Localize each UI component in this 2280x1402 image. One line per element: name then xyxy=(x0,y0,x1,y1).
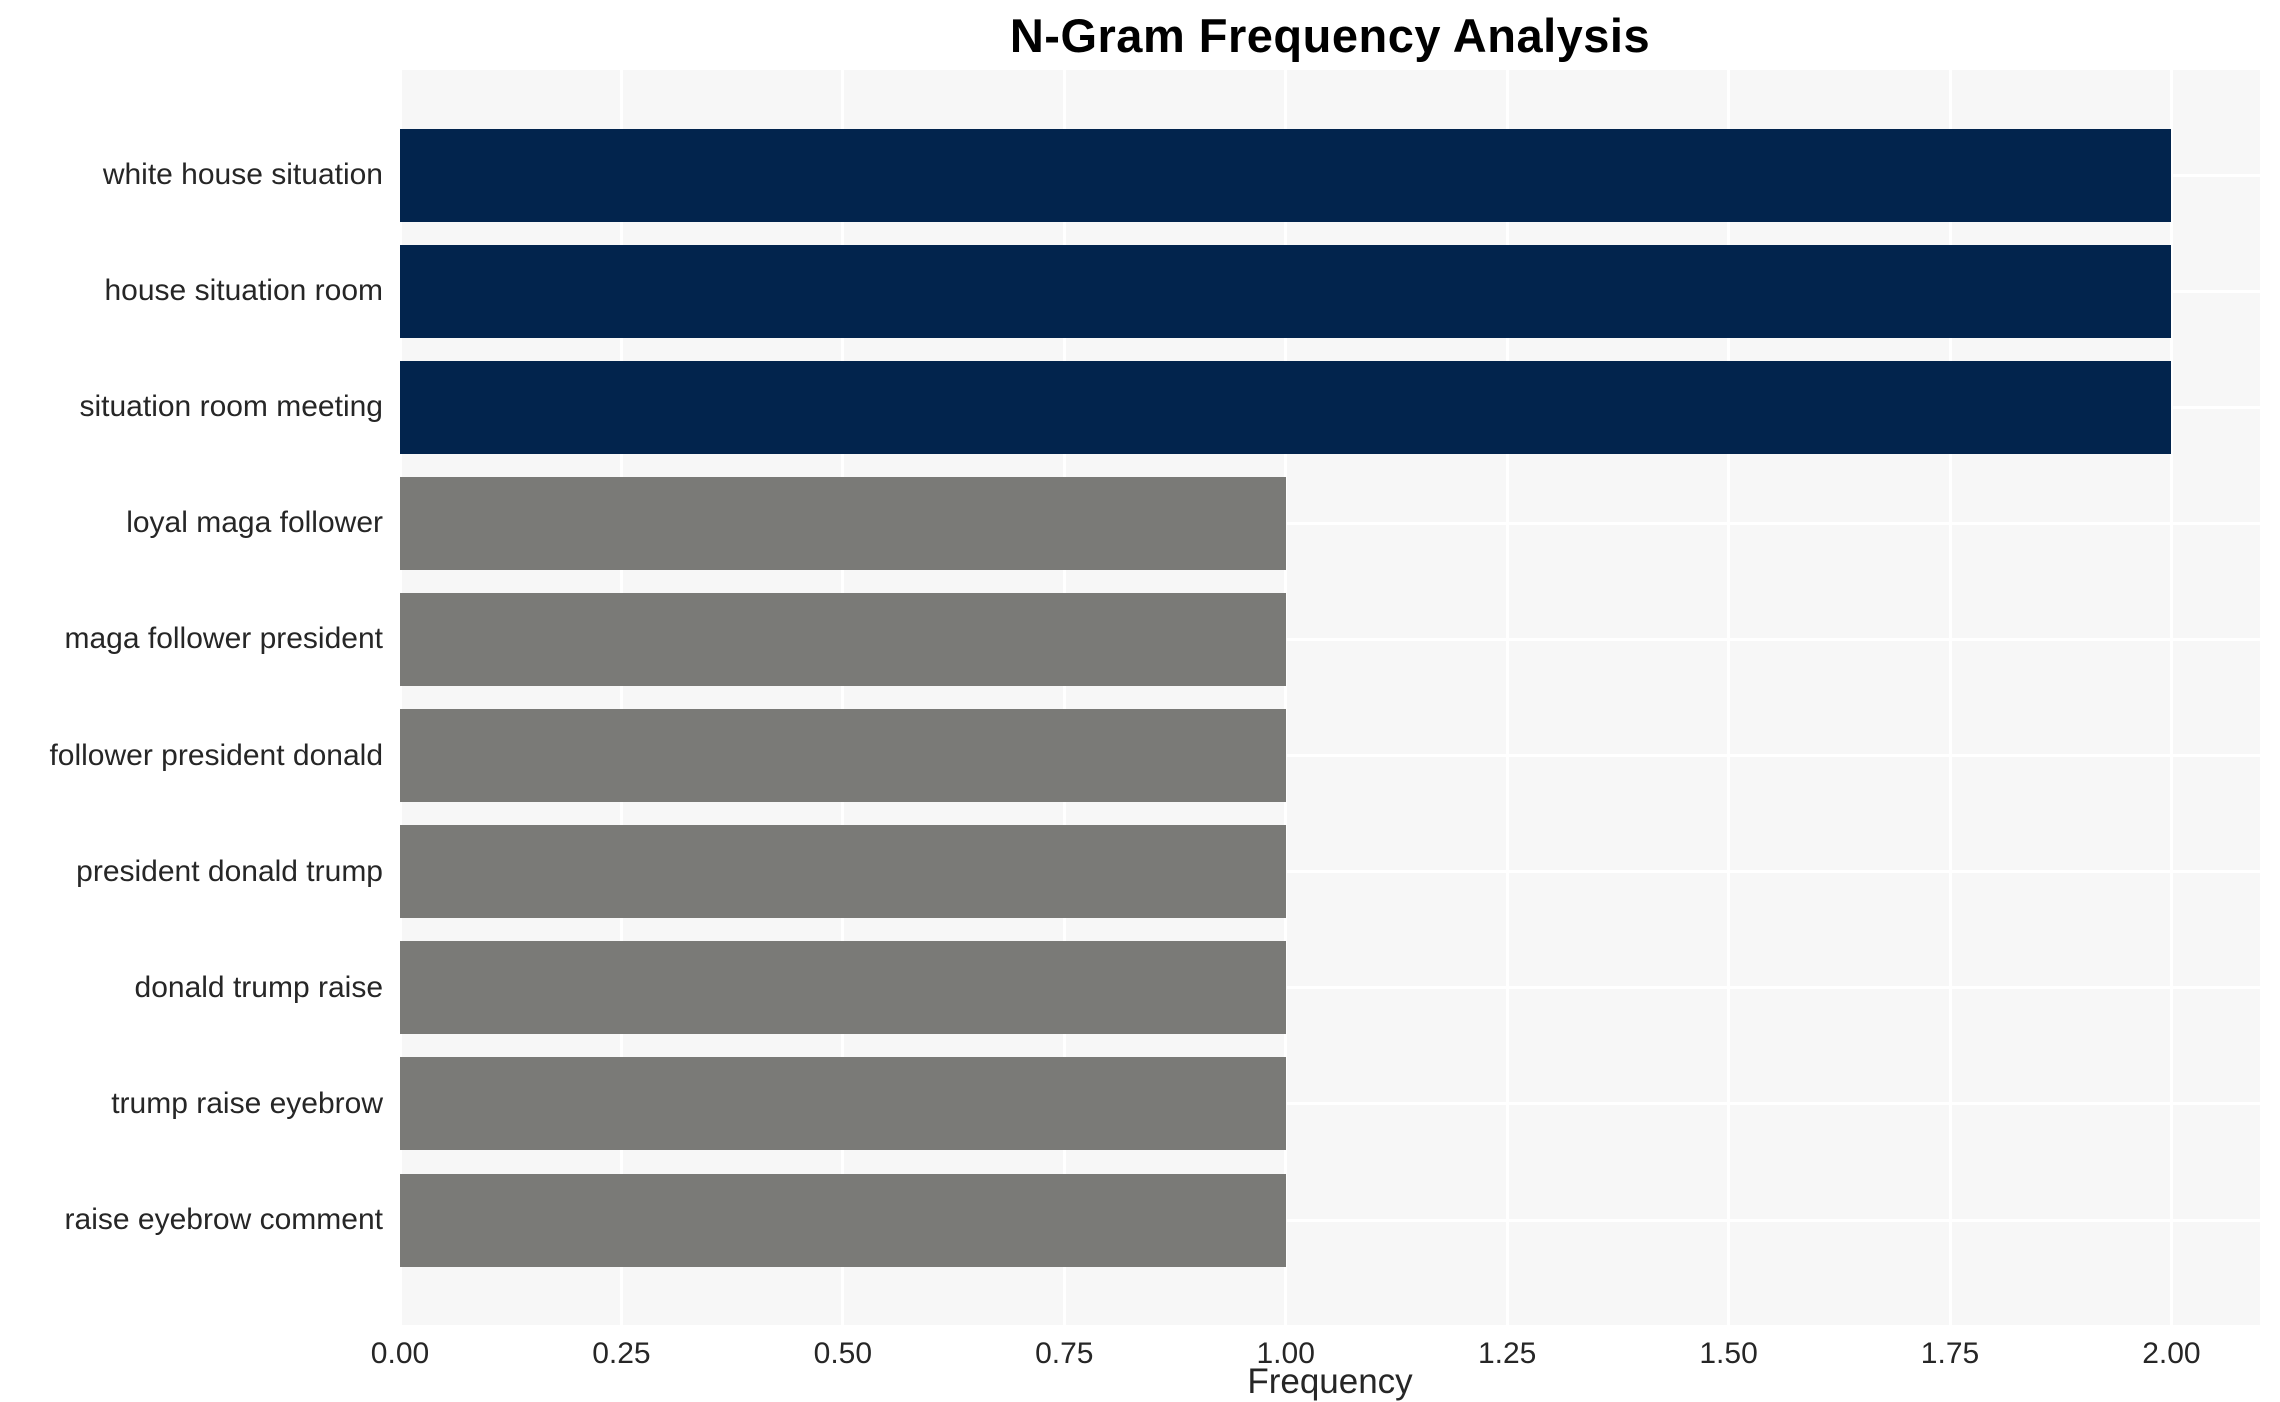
gridline-x xyxy=(1948,70,1952,1325)
gridline-x xyxy=(841,70,845,1325)
plot-area xyxy=(398,70,2260,1325)
gridline-x xyxy=(1284,70,1288,1325)
x-tick-label: 1.75 xyxy=(1920,1337,1980,1370)
bar xyxy=(400,476,1286,570)
gridline-y xyxy=(400,1218,2260,1222)
bar xyxy=(400,825,1286,919)
gridline-y xyxy=(400,637,2260,641)
y-tick-label: situation room meeting xyxy=(79,390,384,424)
gridline-y xyxy=(400,521,2260,525)
gridline-x xyxy=(1062,70,1066,1325)
gridline-x xyxy=(398,70,402,1325)
y-tick-label: trump raise eyebrow xyxy=(111,1086,383,1120)
x-tick-label: 1.25 xyxy=(1477,1337,1537,1370)
x-tick-label: 0.25 xyxy=(592,1337,651,1370)
y-tick-label: loyal maga follower xyxy=(126,506,383,540)
y-tick-label: white house situation xyxy=(102,158,383,191)
x-tick-label: 2.00 xyxy=(2142,1337,2201,1370)
y-tick-label: follower president donald xyxy=(49,738,383,772)
gridline-y xyxy=(400,1102,2260,1106)
gridline-x xyxy=(1505,70,1509,1325)
bar xyxy=(400,360,2172,454)
gridline-x xyxy=(619,70,623,1325)
y-tick-label: donald trump raise xyxy=(134,970,383,1004)
x-tick-label: 0.00 xyxy=(370,1337,430,1370)
bar xyxy=(400,128,2172,222)
bar xyxy=(400,941,1286,1035)
y-tick-label: maga follower president xyxy=(64,622,383,656)
x-tick-label: 0.75 xyxy=(1035,1337,1094,1370)
bar xyxy=(400,244,2172,338)
x-tick-label: 1.00 xyxy=(1256,1337,1315,1370)
y-tick-label: president donald trump xyxy=(76,854,383,888)
bar xyxy=(400,709,1286,803)
bar xyxy=(400,1173,1286,1267)
x-axis-label: Frequency xyxy=(1247,1362,1413,1401)
gridline-y xyxy=(400,986,2260,990)
gridline-y xyxy=(400,754,2260,758)
chart-title: N-Gram Frequency Analysis xyxy=(1009,9,1651,62)
y-tick-label: raise eyebrow comment xyxy=(64,1203,383,1236)
gridline-y xyxy=(400,870,2260,874)
gridline-x xyxy=(2169,70,2173,1325)
bar xyxy=(400,1057,1286,1151)
gridline-x xyxy=(1727,70,1731,1325)
y-tick-label: house situation room xyxy=(104,274,384,308)
bar xyxy=(400,592,1286,686)
x-tick-label: 1.50 xyxy=(1699,1337,1758,1370)
x-tick-label: 0.50 xyxy=(813,1337,873,1370)
